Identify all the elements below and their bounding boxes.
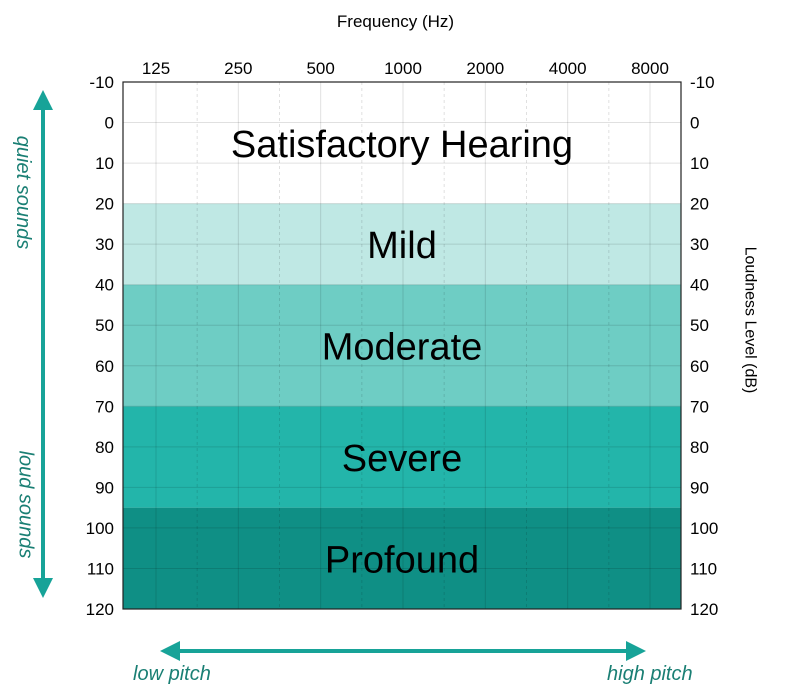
y-tick-label-right: 120 (690, 600, 718, 619)
y-tick-label-left: 80 (95, 438, 114, 457)
x-tick-label: 4000 (549, 59, 587, 78)
y-tick-label-right: 20 (690, 195, 709, 214)
band-label-profound: Profound (325, 539, 479, 581)
plot-border (122, 81, 682, 610)
horizontal-arrow-right-head (626, 641, 646, 661)
y-tick-label-right: 50 (690, 316, 709, 335)
loud-sounds-label: loud sounds (14, 450, 37, 558)
y-tick-label-right: 100 (690, 519, 718, 538)
y-axis-title: Loudness Level (dB) (740, 246, 758, 394)
y-tick-label-right: 10 (690, 154, 709, 173)
y-tick-label-right: 70 (690, 397, 709, 416)
y-tick-label-right: 30 (690, 235, 709, 254)
x-tick-label: 8000 (631, 59, 669, 78)
band-label-severe: Severe (342, 438, 462, 480)
y-tick-label-left: -10 (89, 73, 114, 92)
y-tick-label-left: 10 (95, 154, 114, 173)
x-axis-title: Frequency (Hz) (336, 12, 455, 31)
band-moderate (123, 284, 681, 407)
y-tick-label-left: 100 (86, 519, 114, 538)
y-tick-label-left: 0 (105, 114, 114, 133)
y-tick-label-left: 110 (87, 559, 114, 578)
vertical-arrow-down-head (33, 578, 53, 598)
band-profound (123, 507, 681, 609)
y-tick-label-right: 60 (690, 357, 709, 376)
x-tick-label: 1000 (384, 59, 422, 78)
band-severe (123, 406, 681, 508)
y-tick-label-right: 0 (690, 114, 699, 133)
quiet-sounds-label: quiet sounds (11, 135, 34, 249)
y-tick-label-right: -10 (690, 73, 715, 92)
y-tick-label-left: 60 (95, 357, 114, 376)
y-tick-label-right: 80 (690, 438, 709, 457)
y-tick-label-left: 50 (95, 316, 114, 335)
band-label-satisfactory-hearing: Satisfactory Hearing (231, 124, 573, 166)
x-tick-label: 2000 (466, 59, 504, 78)
x-tick-label: 125 (142, 59, 170, 78)
y-tick-label-right: 110 (690, 559, 717, 578)
band-mild (123, 203, 681, 285)
band-label-moderate: Moderate (322, 327, 483, 369)
y-tick-label-right: 40 (690, 276, 709, 295)
x-tick-label: 250 (224, 59, 252, 78)
band-satisfactory-hearing (123, 82, 681, 204)
low-pitch-label: low pitch (133, 663, 211, 685)
y-tick-label-left: 30 (95, 235, 114, 254)
y-tick-label-left: 90 (95, 478, 114, 497)
y-tick-label-left: 70 (95, 397, 114, 416)
band-label-mild: Mild (367, 225, 437, 267)
horizontal-arrow-left-head (160, 641, 180, 661)
y-tick-label-left: 120 (86, 600, 114, 619)
high-pitch-label: high pitch (607, 663, 693, 685)
y-tick-label-left: 40 (95, 276, 114, 295)
x-tick-label: 500 (306, 59, 334, 78)
y-tick-label-left: 20 (95, 195, 114, 214)
y-tick-label-right: 90 (690, 478, 709, 497)
vertical-arrow-up-head (33, 90, 53, 110)
